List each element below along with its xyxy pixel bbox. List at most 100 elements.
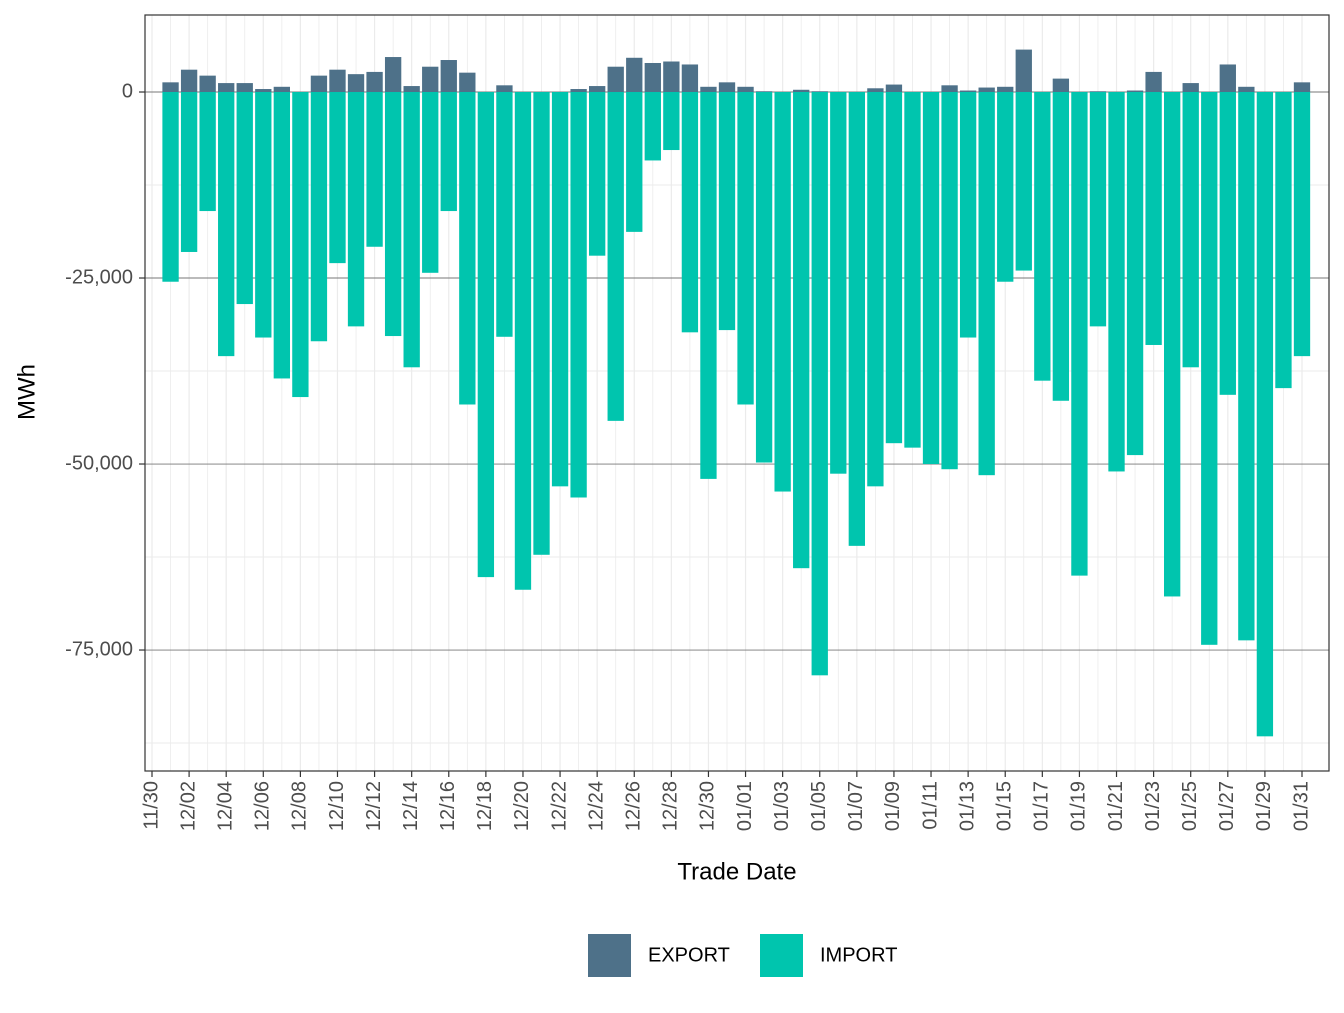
bar [570, 89, 587, 93]
bar [1145, 92, 1162, 345]
bar [663, 92, 680, 151]
x-tick-label: 01/03 [771, 781, 793, 831]
bar [1182, 83, 1199, 93]
x-tick-label: 01/21 [1105, 781, 1127, 831]
x-tick-label: 01/23 [1142, 781, 1164, 831]
x-tick-label: 12/24 [585, 781, 607, 831]
bar [533, 92, 550, 555]
bar [1256, 92, 1274, 737]
bar [422, 92, 439, 273]
bar [1089, 91, 1107, 93]
bar [793, 89, 810, 93]
x-tick-label: 12/30 [697, 781, 719, 831]
bar [1293, 92, 1311, 357]
bar [626, 92, 643, 232]
bar [922, 92, 940, 465]
bar [1219, 64, 1236, 93]
x-tick-label: 12/06 [252, 781, 274, 831]
bar [663, 61, 680, 93]
bar [1238, 92, 1255, 641]
bar [310, 92, 328, 342]
bar [1052, 78, 1070, 93]
x-tick-label: 12/08 [289, 781, 311, 831]
bar [1052, 92, 1070, 401]
x-tick-label: 12/22 [548, 781, 570, 831]
x-tick-label: 12/18 [474, 781, 496, 831]
bar [236, 92, 253, 305]
x-tick-label: 01/17 [1031, 781, 1053, 831]
y-tick-label: -50,000 [65, 452, 133, 474]
x-tick-label: 12/12 [363, 781, 385, 831]
bar [644, 62, 661, 93]
bar [941, 85, 958, 93]
x-tick-label: 12/20 [511, 781, 533, 831]
bar [718, 92, 736, 331]
x-axis-title: Trade Date [677, 858, 796, 885]
bar [1275, 92, 1292, 389]
bar [180, 92, 198, 252]
bar [941, 92, 958, 470]
bar [1071, 92, 1088, 576]
x-tick-label: 01/15 [994, 781, 1016, 831]
bar [848, 92, 865, 546]
bar [1219, 92, 1236, 395]
bar [459, 92, 476, 405]
bar [1126, 92, 1144, 456]
x-tick-label: 01/27 [1216, 781, 1238, 831]
bar [477, 92, 495, 578]
bar [1182, 92, 1199, 368]
x-tick-label: 01/19 [1068, 781, 1090, 831]
y-tick-label: 0 [122, 80, 133, 102]
x-tick-label: 12/04 [214, 781, 236, 831]
bar [347, 92, 365, 327]
x-tick-label: 01/11 [919, 781, 941, 830]
bar [1145, 71, 1162, 93]
bar [199, 75, 216, 93]
bar [755, 92, 773, 463]
bar [1108, 92, 1125, 472]
bar [292, 92, 309, 398]
bar [329, 69, 346, 93]
bar [162, 92, 179, 282]
bar [496, 85, 513, 93]
bar [403, 86, 420, 93]
bar [607, 66, 624, 93]
bar [199, 92, 216, 212]
bar [978, 87, 995, 93]
bar [793, 92, 810, 569]
bar [589, 86, 606, 93]
bar [737, 86, 754, 93]
bar [1164, 92, 1181, 597]
legend-label: EXPORT [648, 944, 730, 966]
x-tick-label: 12/14 [400, 781, 422, 831]
bar [366, 71, 383, 93]
bar [755, 91, 773, 93]
bar [422, 66, 439, 93]
bar [162, 82, 179, 93]
bar [440, 92, 457, 212]
bar [440, 60, 457, 93]
bar [997, 86, 1014, 93]
bar [384, 57, 402, 93]
x-tick-label: 01/07 [845, 781, 867, 831]
bar [1089, 92, 1107, 327]
plot-border [144, 14, 1330, 772]
bar [347, 74, 365, 93]
bar [978, 92, 995, 476]
bar [811, 92, 828, 676]
x-tick-label: 01/31 [1290, 781, 1312, 831]
bar [885, 92, 903, 444]
x-tick-label: 11/30 [140, 781, 162, 830]
legend-swatch [760, 934, 803, 977]
x-tick-label: 01/25 [1179, 781, 1201, 831]
bar [310, 75, 328, 93]
bar [329, 92, 346, 264]
bar [811, 91, 828, 93]
bar [496, 92, 513, 337]
bar [867, 92, 884, 487]
y-axis-title: MWh [13, 364, 40, 420]
x-tick-label: 12/28 [660, 781, 682, 831]
bar [867, 88, 884, 93]
y-tick-label: -75,000 [65, 638, 133, 660]
